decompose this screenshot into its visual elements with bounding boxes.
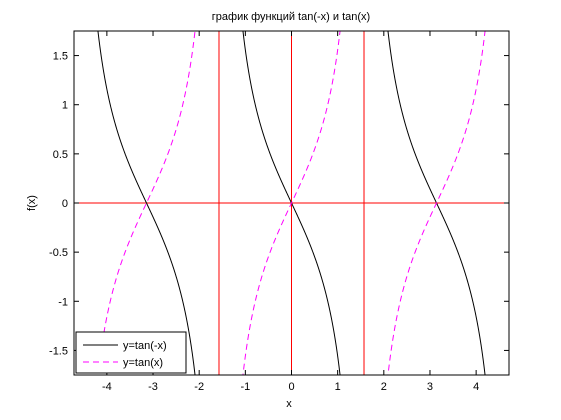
y-tick-label: 1 xyxy=(62,100,68,112)
series-layer xyxy=(97,31,486,375)
legend: y=tan(-x) y=tan(x) xyxy=(75,331,187,374)
legend-box xyxy=(75,331,187,374)
y-tick-label: -0.5 xyxy=(49,247,68,259)
y-axis-label: f(x) xyxy=(26,195,38,211)
axis-ticks: -4 -3 -2 -1 0 1 2 3 4 -1.5 -1 -0.5 0 0.5 1 1.5 xyxy=(49,31,509,393)
y-tick-label: 0 xyxy=(62,198,68,210)
x-tick-label: -4 xyxy=(102,381,112,393)
x-axis-label: x xyxy=(286,398,292,410)
x-tick-label: 4 xyxy=(473,381,479,393)
x-tick-label: 1 xyxy=(335,381,341,393)
y-tick-label: 1.5 xyxy=(53,51,68,63)
legend-label-1: y=tan(x) xyxy=(123,357,163,369)
y-tick-label: -1.5 xyxy=(49,345,68,357)
x-tick-label: -2 xyxy=(194,381,204,393)
x-tick-label: 3 xyxy=(427,381,433,393)
x-tick-label: -1 xyxy=(240,381,250,393)
y-tick-label: -1 xyxy=(58,296,68,308)
x-tick-label: 0 xyxy=(288,381,294,393)
chart-title: график функций tan(-x) и tan(x) xyxy=(212,11,370,23)
legend-label-0: y=tan(-x) xyxy=(123,340,167,352)
y-tick-label: 0.5 xyxy=(53,149,68,161)
x-tick-label: 2 xyxy=(381,381,387,393)
x-tick-label: -3 xyxy=(148,381,158,393)
series-line-1 xyxy=(97,31,486,375)
